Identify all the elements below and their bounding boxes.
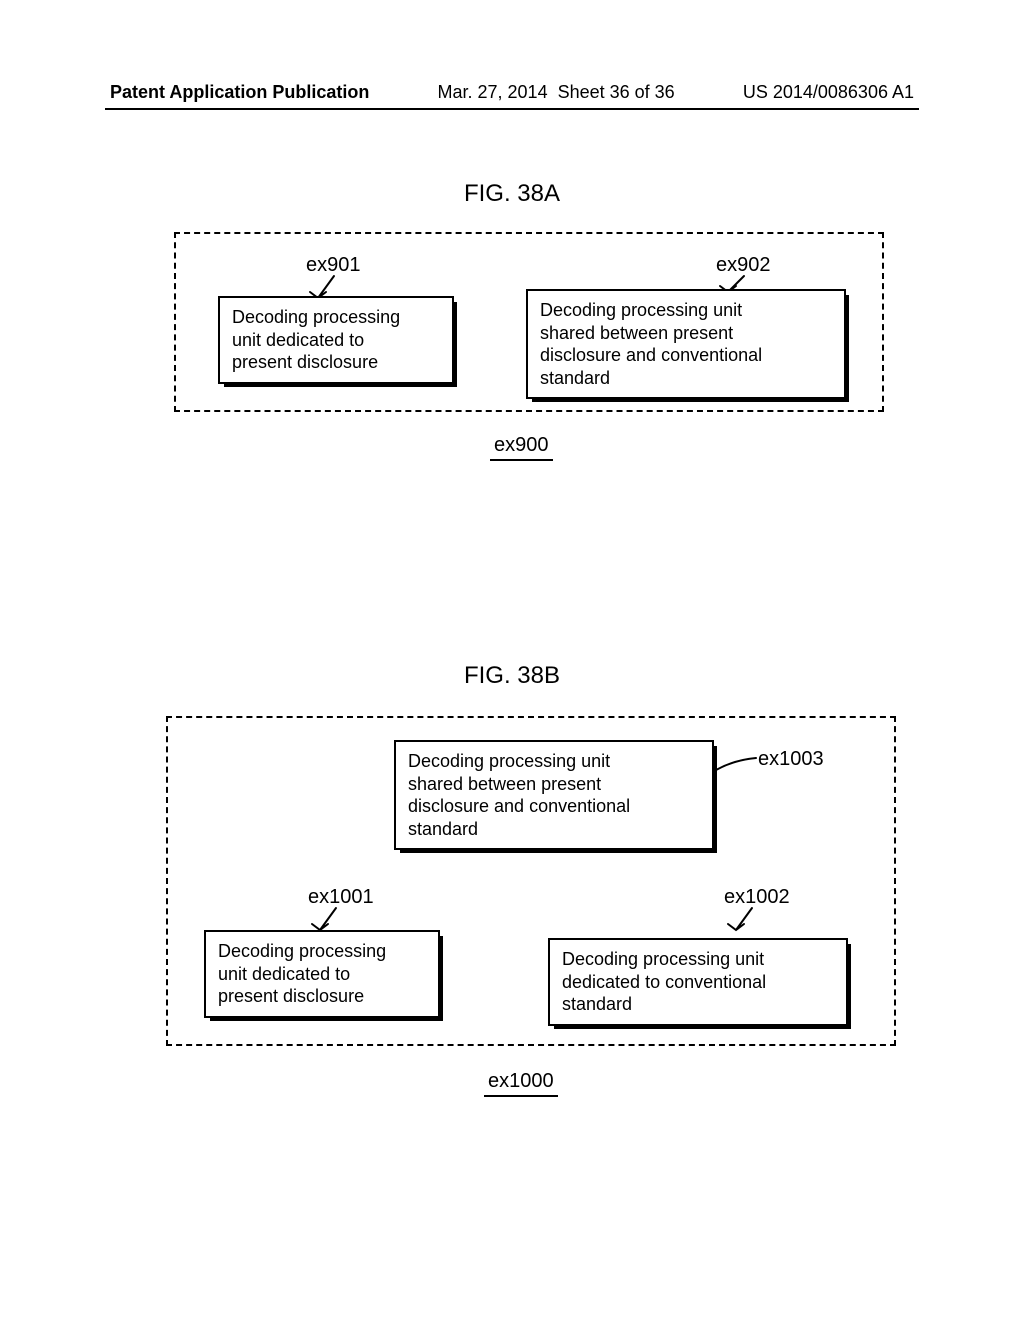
figure-b-title: FIG. 38B (0, 662, 1024, 690)
ref-label-ex1002: ex1002 (724, 886, 790, 909)
figure-a-container-label: ex900 (490, 434, 553, 461)
block-ex901: Decoding processing unit dedicated to pr… (218, 296, 454, 384)
ref-label-ex1003: ex1003 (758, 748, 824, 771)
ref-label-ex902: ex902 (716, 254, 771, 277)
block-ex1001-text: Decoding processing unit dedicated to pr… (218, 941, 386, 1006)
block-ex1002: Decoding processing unit dedicated to co… (548, 938, 848, 1026)
sheet-text: Sheet 36 of 36 (558, 82, 675, 102)
lead-line-ex1003 (714, 756, 762, 776)
block-ex1003: Decoding processing unit shared between … (394, 740, 714, 850)
header-rule (105, 108, 919, 110)
date-text: Mar. 27, 2014 (438, 82, 548, 102)
lead-line-ex1002 (724, 908, 764, 938)
figure-a-container: ex901 Decoding processing unit dedicated… (174, 232, 884, 412)
doc-number: US 2014/0086306 A1 (743, 82, 914, 103)
ref-label-ex1001: ex1001 (308, 886, 374, 909)
block-ex902: Decoding processing unit shared between … (526, 289, 846, 399)
figure-b-container-label: ex1000 (484, 1070, 558, 1097)
block-ex901-text: Decoding processing unit dedicated to pr… (232, 307, 400, 372)
block-ex1002-text: Decoding processing unit dedicated to co… (562, 949, 766, 1014)
page-header: Patent Application Publication Mar. 27, … (0, 82, 1024, 103)
figure-a-title: FIG. 38A (0, 180, 1024, 208)
figure-b-container: Decoding processing unit shared between … (166, 716, 896, 1046)
page: Patent Application Publication Mar. 27, … (0, 0, 1024, 1320)
block-ex902-text: Decoding processing unit shared between … (540, 300, 762, 388)
block-ex1003-text: Decoding processing unit shared between … (408, 751, 630, 839)
publication-type: Patent Application Publication (110, 82, 369, 103)
block-ex1001: Decoding processing unit dedicated to pr… (204, 930, 440, 1018)
publication-date: Mar. 27, 2014 Sheet 36 of 36 (438, 82, 675, 103)
ref-label-ex901: ex901 (306, 254, 361, 277)
